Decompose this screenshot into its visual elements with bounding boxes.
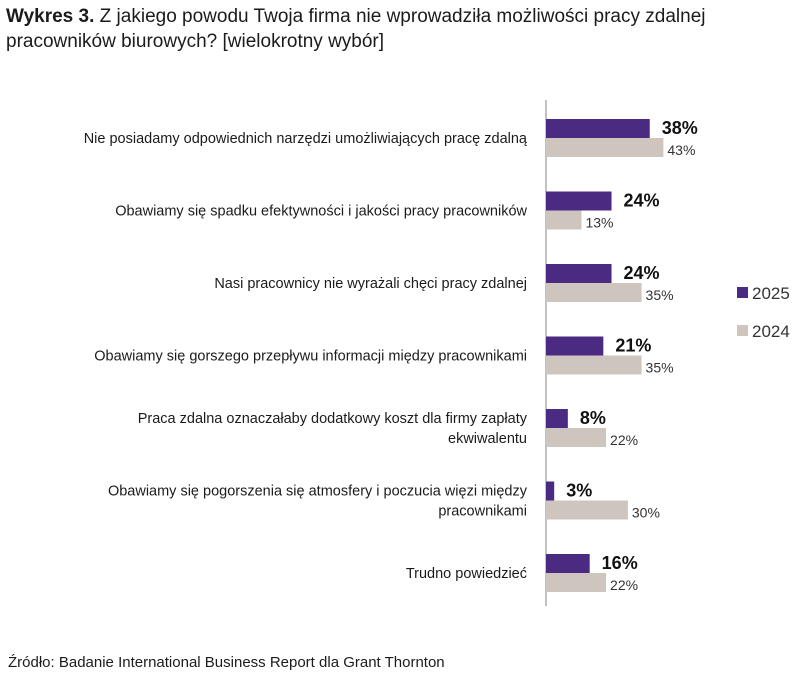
category-label: pracownikami bbox=[438, 504, 527, 520]
bar-chart: Nie posiadamy odpowiednich narzędzi umoż… bbox=[84, 100, 790, 606]
bar-2024 bbox=[546, 428, 607, 447]
legend-label: 2024 bbox=[752, 322, 790, 341]
bar-2025 bbox=[546, 191, 612, 211]
source-note: Źródło: Badanie International Business R… bbox=[8, 654, 445, 671]
bar-2024 bbox=[546, 573, 607, 592]
category-label: Trudno powiedzieć bbox=[406, 566, 527, 582]
bar-2025 bbox=[546, 264, 612, 283]
value-label-2025: 24% bbox=[624, 263, 660, 283]
bar-2025 bbox=[546, 336, 604, 356]
value-label-2025: 3% bbox=[566, 481, 592, 501]
chart-title: Wykres 3. Z jakiego powodu Twoja firma n… bbox=[6, 4, 796, 54]
bar-2024 bbox=[546, 355, 642, 375]
value-label-2024: 22% bbox=[610, 577, 638, 593]
value-label-2025: 38% bbox=[662, 118, 698, 138]
legend-swatch bbox=[737, 325, 748, 336]
value-label-2024: 13% bbox=[585, 215, 613, 231]
bar-2025 bbox=[546, 554, 590, 573]
category-label: Nasi pracownicy nie wyrażali chęci pracy… bbox=[214, 276, 527, 292]
chart-title-prefix: Wykres 3. bbox=[6, 6, 95, 27]
bar-2024 bbox=[546, 283, 642, 302]
category-label: Obawiamy się pogorszenia się atmosfery i… bbox=[108, 484, 528, 500]
value-label-2024: 35% bbox=[646, 360, 674, 376]
category-label: Obawiamy się spadku efektywności i jakoś… bbox=[115, 204, 527, 220]
legend-swatch bbox=[737, 287, 748, 298]
value-label-2025: 21% bbox=[615, 336, 651, 356]
value-label-2025: 16% bbox=[602, 553, 638, 573]
value-label-2024: 30% bbox=[632, 505, 660, 521]
value-label-2025: 8% bbox=[580, 408, 606, 428]
value-label-2024: 43% bbox=[667, 142, 695, 158]
bar-2025 bbox=[546, 119, 650, 138]
chart-title-text: Z jakiego powodu Twoja firma nie wprowad… bbox=[6, 6, 706, 52]
category-label: Obawiamy się gorszego przepływu informac… bbox=[94, 349, 527, 365]
category-label: ekwiwalentu bbox=[448, 431, 527, 447]
bar-2025 bbox=[546, 409, 568, 428]
category-label: Nie posiadamy odpowiednich narzędzi umoż… bbox=[84, 131, 528, 147]
bar-2024 bbox=[546, 210, 582, 230]
category-label: Praca zdalna oznaczałaby dodatkowy koszt… bbox=[138, 411, 528, 427]
bar-2025 bbox=[546, 481, 555, 501]
legend-label: 2025 bbox=[752, 284, 790, 303]
value-label-2024: 22% bbox=[610, 432, 638, 448]
value-label-2025: 24% bbox=[624, 191, 660, 211]
value-label-2024: 35% bbox=[646, 287, 674, 303]
bar-2024 bbox=[546, 500, 628, 520]
bar-2024 bbox=[546, 138, 664, 157]
